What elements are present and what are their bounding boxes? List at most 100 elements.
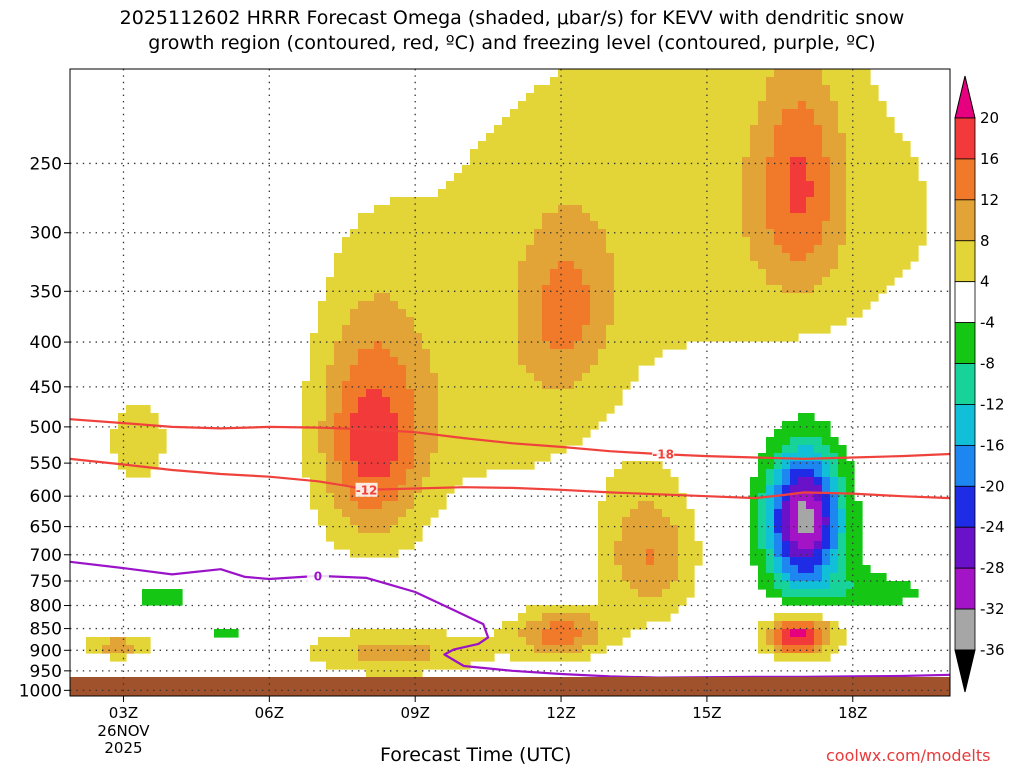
omega-cell xyxy=(910,589,919,598)
omega-cell xyxy=(414,501,423,510)
omega-cell xyxy=(718,141,727,150)
omega-cell xyxy=(486,645,495,654)
omega-cell xyxy=(382,373,391,382)
omega-cell xyxy=(814,445,823,454)
omega-cell xyxy=(510,245,519,254)
omega-cell xyxy=(566,157,575,166)
omega-cell xyxy=(502,405,511,414)
omega-cell xyxy=(590,221,599,230)
omega-cell xyxy=(518,301,527,310)
omega-cell xyxy=(638,205,647,214)
omega-cell xyxy=(550,109,559,118)
omega-cell xyxy=(406,453,415,462)
omega-cell xyxy=(734,253,743,262)
omega-cell xyxy=(374,269,383,278)
omega-cell xyxy=(614,261,623,270)
omega-cell xyxy=(374,309,383,318)
omega-cell xyxy=(654,605,663,614)
omega-cell xyxy=(622,509,631,518)
omega-cell xyxy=(582,109,591,118)
omega-cell xyxy=(422,349,431,358)
omega-cell xyxy=(566,357,575,366)
omega-cell xyxy=(750,477,759,486)
colorbar-swatch xyxy=(954,117,976,160)
omega-cell xyxy=(374,277,383,286)
omega-cell xyxy=(334,277,343,286)
omega-cell xyxy=(814,269,823,278)
omega-cell xyxy=(430,253,439,262)
omega-cell xyxy=(654,341,663,350)
omega-cell xyxy=(646,133,655,142)
omega-cell xyxy=(534,149,543,158)
omega-cell xyxy=(774,133,783,142)
omega-cell xyxy=(630,205,639,214)
omega-cell xyxy=(358,237,367,246)
credit-link[interactable]: coolwx.com/modelts xyxy=(826,746,991,765)
omega-cell xyxy=(374,253,383,262)
omega-cell xyxy=(310,645,319,654)
omega-cell xyxy=(894,157,903,166)
omega-cell xyxy=(662,549,671,558)
omega-cell xyxy=(790,493,799,502)
omega-cell xyxy=(622,333,631,342)
omega-cell xyxy=(398,429,407,438)
omega-cell xyxy=(734,93,743,102)
omega-cell xyxy=(654,461,663,470)
omega-cell xyxy=(486,181,495,190)
omega-cell xyxy=(310,429,319,438)
omega-cell xyxy=(606,517,615,526)
omega-cell xyxy=(502,261,511,270)
omega-cell xyxy=(630,485,639,494)
omega-cell xyxy=(694,149,703,158)
omega-cell xyxy=(342,389,351,398)
omega-cell xyxy=(534,285,543,294)
omega-cell xyxy=(678,109,687,118)
omega-cell xyxy=(838,173,847,182)
y-tick-label-750: 750 xyxy=(30,572,62,592)
omega-cell xyxy=(590,181,599,190)
omega-cell xyxy=(118,437,127,446)
omega-cell xyxy=(806,285,815,294)
omega-cell xyxy=(366,669,375,677)
omega-cell xyxy=(342,373,351,382)
omega-cell xyxy=(566,301,575,310)
omega-cell xyxy=(430,309,439,318)
omega-cell xyxy=(750,149,759,158)
omega-cell xyxy=(830,621,839,630)
omega-cell xyxy=(854,501,863,510)
omega-cell xyxy=(614,85,623,94)
omega-cell xyxy=(854,197,863,206)
omega-cell xyxy=(574,605,583,614)
omega-cell xyxy=(662,69,671,78)
omega-cell xyxy=(790,557,799,566)
omega-cell xyxy=(550,77,559,86)
omega-cell xyxy=(350,285,359,294)
omega-cell xyxy=(654,525,663,534)
omega-cell xyxy=(366,533,375,542)
omega-cell xyxy=(366,269,375,278)
omega-cell xyxy=(662,565,671,574)
omega-cell xyxy=(550,285,559,294)
omega-cell xyxy=(806,197,815,206)
omega-cell xyxy=(462,365,471,374)
omega-cell xyxy=(750,277,759,286)
omega-cell xyxy=(470,277,479,286)
omega-cell xyxy=(670,525,679,534)
omega-cell xyxy=(566,69,575,78)
omega-cell xyxy=(758,485,767,494)
omega-cell xyxy=(758,517,767,526)
omega-cell xyxy=(798,517,807,526)
omega-cell xyxy=(598,301,607,310)
omega-cell xyxy=(534,317,543,326)
omega-cell xyxy=(390,373,399,382)
omega-cell xyxy=(334,509,343,518)
omega-cell xyxy=(806,77,815,86)
omega-cell xyxy=(782,565,791,574)
omega-cell xyxy=(846,221,855,230)
omega-cell xyxy=(646,165,655,174)
omega-cell xyxy=(118,421,127,430)
omega-cell xyxy=(734,157,743,166)
omega-cell xyxy=(590,405,599,414)
chart-title-line-1: 2025112602 HRRR Forecast Omega (shaded, … xyxy=(119,7,905,29)
